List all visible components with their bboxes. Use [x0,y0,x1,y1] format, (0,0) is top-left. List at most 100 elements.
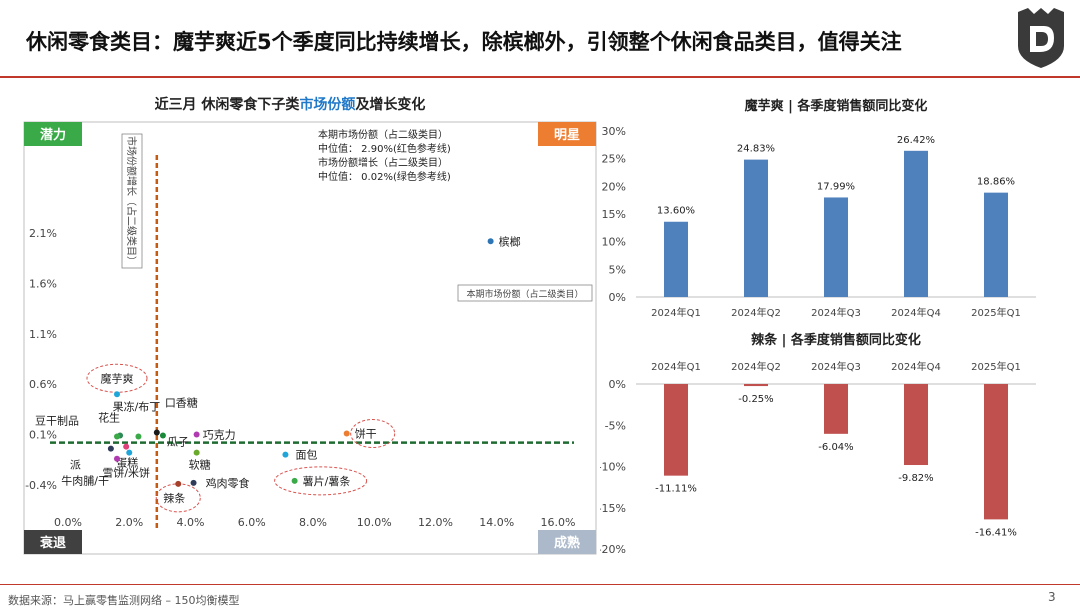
point-label-雪饼-米饼: 雪饼/米饼 [102,466,150,480]
scatter-point-果冻-布丁 [135,433,142,440]
y-tick-label: 0.6% [29,378,57,391]
y-tick-label: 25% [602,153,626,166]
quadrant-bottom-left-label: 衰退 [39,535,66,551]
y-tick-label: 15% [602,208,626,221]
page-title: 休闲零食类目：魔芋爽近5个季度同比持续增长，除槟榔外，引领整个休闲食品类目，值得… [26,30,902,54]
scatter-point-饼干 [343,430,350,437]
bar-value-label: 13.60% [657,206,695,217]
point-label-魔芋爽: 魔芋爽 [101,371,134,385]
y-tick-label: 1.6% [29,278,57,291]
quadrant-bottom-left-box [24,530,82,554]
bar-value-label: -11.11% [655,484,697,495]
legend-line: 本期市场份额（占二级类目） [318,128,448,141]
category-label: 2024年Q2 [731,360,781,373]
scatter-point-面包 [282,451,289,458]
point-label-饼干: 饼干 [355,427,377,441]
y-tick-label: 20% [602,180,626,193]
point-label-鸡肉零食: 鸡肉零食 [206,476,250,490]
y-tick-label: 30% [602,125,626,138]
quadrant-top-left-box [24,122,82,146]
footer-divider [0,584,1080,585]
category-label: 2024年Q4 [891,306,941,319]
point-label-面包: 面包 [295,449,317,462]
point-label-瓜子: 瓜子 [167,436,189,449]
category-label: 2025年Q1 [971,306,1021,319]
legend-line: 市场份额增长（占二级类目） [318,156,448,169]
category-label: 2024年Q1 [651,306,701,319]
legend-line: 中位值： 2.90%(红色参考线) [318,142,451,155]
x-tick-label: 2.0% [115,516,143,529]
bar-2024年Q1 [664,221,688,297]
bar-chart-title: 辣条 | 各季度销售额同比变化 [751,332,921,348]
point-label-派: 派 [70,459,81,472]
scatter-point-牛肉脯-干 [114,455,120,462]
x-tick-label: 8.0% [299,516,327,529]
scatter-point-瓜子 [159,432,166,439]
scatter-point-口香糖 [153,429,160,436]
point-label-巧克力: 巧克力 [203,429,236,442]
bar-2024年Q2 [744,159,768,297]
x-tick-label: 10.0% [357,516,392,529]
scatter-point-薯片-薯条 [291,477,298,484]
bar-2024年Q4 [904,150,928,297]
point-label-牛肉脯-干: 牛肉脯/干 [61,474,109,488]
point-label-花生: 花生 [98,411,120,425]
x-tick-label: 0.0% [54,516,82,529]
bar-value-label: -6.04% [818,442,853,453]
x-tick-label: 14.0% [479,516,514,529]
point-label-蛋糕: 蛋糕 [116,456,138,470]
x-tick-label: 4.0% [177,516,205,529]
quadrant-top-right-label: 明星 [554,128,580,143]
y-tick-label: 5% [609,263,626,276]
scatter-title: 近三月 休闲零食下子类市场份额及增长变化 [155,96,426,113]
point-label-软糖: 软糖 [189,458,211,472]
point-label-口香糖: 口香糖 [165,396,198,410]
scatter-point-雪饼-米饼 [123,443,130,450]
bar-2024年Q4 [904,384,928,466]
scatter-point-巧克力 [193,431,200,438]
bar-2024年Q1 [664,384,688,476]
legend-line: 中位值： 0.02%(绿色参考线) [318,170,451,183]
quadrant-top-right-box [538,122,596,146]
scatter-frame [23,121,597,555]
bar-value-label: -16.41% [975,527,1017,538]
horizontal-axis-label: 本期市场份额（占二级类目） [466,288,583,300]
bar-chart-title: 魔芋爽 | 各季度销售额同比变化 [745,98,928,114]
point-label-薯片-薯条: 薯片/薯条 [303,474,351,488]
scatter-point-软糖 [193,449,200,456]
category-label: 2024年Q3 [811,306,861,319]
page-number: 3 [1048,590,1056,604]
y-tick-label: 10% [602,236,626,249]
scatter-point-派 [107,445,114,452]
y-tick-label: 1.1% [29,328,57,341]
scatter-point-槟榔 [487,238,494,245]
bar-2024年Q2 [744,384,768,387]
highlight-circle-薯片-薯条 [274,466,368,496]
bar-2025年Q1 [984,384,1008,520]
bar-value-label: -0.25% [738,394,773,405]
bar-2025年Q1 [984,192,1008,297]
bar-2024年Q3 [824,384,848,434]
y-tick-label: -0.4% [25,479,57,492]
quadrant-top-left-label: 潜力 [40,127,66,143]
bar-2024年Q3 [824,197,848,297]
y-tick-label: 0% [609,291,626,304]
vertical-axis-label-box [121,133,143,269]
category-label: 2024年Q1 [651,360,701,373]
category-label: 2024年Q3 [811,360,861,373]
x-tick-label: 16.0% [541,516,576,529]
quadrant-bottom-right-box [538,530,596,554]
y-tick-label: -15% [600,502,626,515]
vertical-axis-label-group: 市场份额增长（占二级类目） [121,133,143,269]
brand-logo-icon [1018,8,1064,68]
y-tick-label: -5% [605,419,626,432]
highlight-circle-饼干 [350,419,396,449]
quadrant-bottom-right-label: 成熟 [554,535,580,551]
y-tick-label: -20% [600,543,626,556]
scatter-point-蛋糕 [126,449,133,456]
bar-value-label: -9.82% [898,473,933,484]
category-label: 2024年Q4 [891,360,941,373]
y-tick-label: 0.1% [29,429,57,442]
category-label: 2024年Q2 [731,306,781,319]
